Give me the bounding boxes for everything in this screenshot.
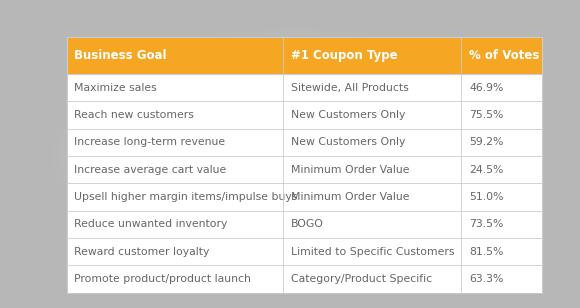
Text: Promote product/product launch: Promote product/product launch bbox=[74, 274, 251, 284]
Bar bbox=[67, 265, 283, 293]
Text: New Customers Only: New Customers Only bbox=[291, 137, 405, 147]
Bar bbox=[283, 156, 462, 183]
Bar bbox=[462, 156, 542, 183]
Bar bbox=[283, 128, 462, 156]
Bar bbox=[462, 128, 542, 156]
Text: 24.5%: 24.5% bbox=[469, 164, 503, 175]
Bar bbox=[67, 211, 283, 238]
Bar bbox=[283, 211, 462, 238]
Bar bbox=[283, 74, 462, 101]
Text: 81.5%: 81.5% bbox=[469, 247, 503, 257]
Text: #1 Coupon Type: #1 Coupon Type bbox=[291, 49, 397, 62]
Bar bbox=[283, 37, 462, 74]
Bar bbox=[462, 37, 542, 74]
Text: Reward customer loyalty: Reward customer loyalty bbox=[74, 247, 209, 257]
Bar bbox=[462, 101, 542, 128]
Text: 63.3%: 63.3% bbox=[469, 274, 503, 284]
Text: Upsell higher margin items/impulse buys: Upsell higher margin items/impulse buys bbox=[74, 192, 298, 202]
Text: 51.0%: 51.0% bbox=[469, 192, 503, 202]
Text: Sitewide, All Products: Sitewide, All Products bbox=[291, 83, 408, 92]
Bar bbox=[462, 74, 542, 101]
Bar bbox=[67, 183, 283, 211]
Text: 59.2%: 59.2% bbox=[469, 137, 503, 147]
Bar bbox=[283, 238, 462, 265]
Text: 73.5%: 73.5% bbox=[469, 219, 503, 229]
Text: BOGO: BOGO bbox=[291, 219, 324, 229]
Text: New Customers Only: New Customers Only bbox=[291, 110, 405, 120]
Bar bbox=[67, 128, 283, 156]
Bar bbox=[462, 238, 542, 265]
Bar bbox=[462, 211, 542, 238]
Text: Business Goal: Business Goal bbox=[74, 49, 166, 62]
Bar bbox=[462, 183, 542, 211]
Text: Reduce unwanted inventory: Reduce unwanted inventory bbox=[74, 219, 227, 229]
Text: Category/Product Specific: Category/Product Specific bbox=[291, 274, 432, 284]
Bar bbox=[283, 265, 462, 293]
Text: Reach new customers: Reach new customers bbox=[74, 110, 194, 120]
Bar bbox=[283, 183, 462, 211]
Bar bbox=[67, 74, 283, 101]
Text: Increase long-term revenue: Increase long-term revenue bbox=[74, 137, 226, 147]
Bar bbox=[67, 37, 542, 293]
Text: Limited to Specific Customers: Limited to Specific Customers bbox=[291, 247, 454, 257]
Text: Minimum Order Value: Minimum Order Value bbox=[291, 192, 409, 202]
Text: Minimum Order Value: Minimum Order Value bbox=[291, 164, 409, 175]
Text: % of Votes: % of Votes bbox=[469, 49, 539, 62]
Bar bbox=[67, 37, 283, 74]
Bar bbox=[67, 156, 283, 183]
Bar bbox=[67, 101, 283, 128]
Text: 46.9%: 46.9% bbox=[469, 83, 503, 92]
Text: 75.5%: 75.5% bbox=[469, 110, 503, 120]
Text: Increase average cart value: Increase average cart value bbox=[74, 164, 226, 175]
Text: Maximize sales: Maximize sales bbox=[74, 83, 157, 92]
Bar bbox=[283, 101, 462, 128]
Bar bbox=[67, 238, 283, 265]
Bar bbox=[462, 265, 542, 293]
